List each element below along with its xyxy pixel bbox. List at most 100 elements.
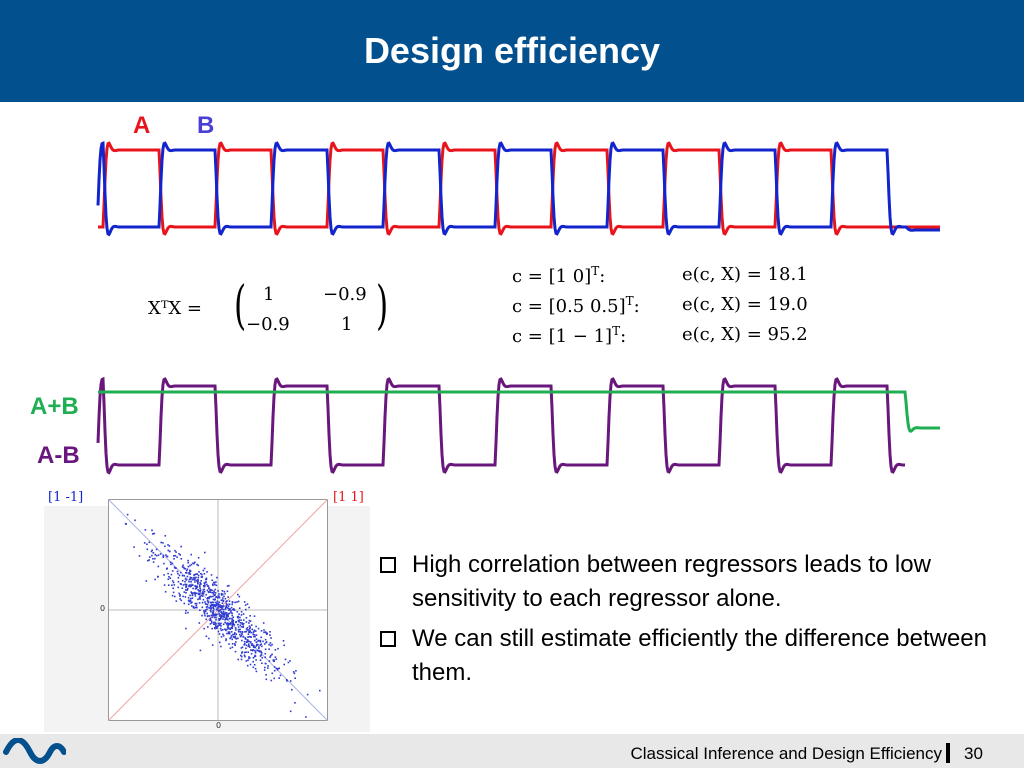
scatter-point [138, 555, 141, 557]
scatter-point [200, 580, 202, 582]
scatter-point [277, 667, 279, 670]
scatter-point [195, 576, 197, 579]
scatter-point [211, 579, 214, 582]
scatter-point [206, 603, 209, 606]
scatter-point [255, 641, 258, 644]
scatter-point [195, 602, 198, 605]
scatter-point [283, 663, 285, 666]
scatter-point [171, 580, 174, 582]
scatter-point [247, 641, 249, 643]
scatter-point [259, 650, 261, 652]
scatter-point [226, 623, 228, 626]
scatter-point [263, 629, 265, 631]
scatter-point [167, 549, 170, 552]
scatter-point [179, 595, 181, 597]
scatter-point [191, 578, 194, 581]
scatter-point [211, 589, 213, 592]
scatter-point [154, 578, 156, 581]
scatter-point [220, 616, 222, 618]
scatter-point [271, 653, 273, 656]
scatter-point [214, 621, 217, 624]
scatter-point [242, 636, 244, 638]
scatter-point [173, 555, 175, 557]
scatter-point [207, 597, 209, 599]
matrix-r1c2: −0.9 [323, 284, 367, 305]
efficiency-2: e(c, X) = 19.0 [682, 294, 808, 315]
scatter-point [238, 607, 241, 609]
scatter-point [255, 638, 258, 640]
scatter-point [213, 621, 215, 624]
scatter-point [192, 562, 194, 564]
scatter-point [180, 545, 182, 548]
scatter-point [242, 623, 244, 625]
scatter-point [273, 660, 275, 663]
scatter-point [204, 601, 206, 603]
scatter-point [210, 574, 213, 576]
scatter-point [213, 590, 215, 592]
scatter-point [242, 613, 245, 615]
scatter-point [270, 654, 272, 657]
scatter-point [273, 666, 276, 668]
efficiency-3: e(c, X) = 95.2 [682, 324, 808, 345]
scatter-point [201, 606, 204, 609]
scatter-point [229, 617, 231, 620]
scatter-point [198, 590, 200, 592]
scatter-point [260, 650, 262, 653]
scatter-point [152, 533, 154, 535]
scatter-point [222, 612, 224, 614]
scatter-point [214, 613, 216, 616]
scatter-point [210, 589, 212, 591]
scatter-point [243, 644, 245, 646]
scatter-point [178, 553, 180, 555]
bullet-item: We can still estimate efficiently the di… [376, 622, 1006, 690]
scatter-point [209, 591, 212, 593]
scatter-point [256, 649, 258, 652]
scatter-point [241, 652, 243, 654]
scatter-point [253, 655, 256, 658]
scatter-point [191, 592, 194, 595]
scatter-point [244, 638, 247, 640]
scatter-point [191, 605, 193, 607]
scatter-point [240, 634, 243, 637]
scatter-point [277, 647, 279, 650]
scatter-point [264, 648, 267, 651]
scatter-point [198, 597, 201, 600]
scatter-point [237, 623, 239, 626]
scatter-point [267, 667, 269, 669]
scatter-point [306, 693, 309, 696]
scatter-point [213, 591, 215, 594]
scatter-point [203, 611, 206, 614]
scatter-point [231, 617, 233, 620]
scatter-point [241, 631, 244, 633]
scatter-point [273, 669, 276, 672]
scatter-point [202, 569, 205, 572]
scatter-point [194, 561, 196, 564]
scatter-point [245, 660, 248, 662]
scatter-point [189, 576, 192, 579]
scatter-point [192, 605, 195, 608]
scatter-point [203, 590, 206, 593]
scatter-point [264, 638, 267, 641]
scatter-point [212, 604, 215, 606]
scatter-point [225, 628, 228, 631]
scatter-point [190, 584, 193, 586]
scatter-point [202, 591, 204, 593]
scatter-point [227, 596, 229, 598]
scatter-point [146, 543, 148, 546]
scatter-point [196, 579, 198, 582]
scatter-point [216, 604, 218, 607]
scatter-point [294, 702, 296, 704]
scatter-point [225, 639, 227, 642]
scatter-point [275, 667, 278, 670]
scatter-point [229, 632, 231, 635]
scatter-point [230, 636, 232, 639]
scatter-point [252, 657, 255, 659]
scatter-point [252, 660, 254, 663]
scatter-point [237, 615, 240, 618]
scatter-point [155, 548, 158, 551]
scatter-point [195, 604, 198, 607]
scatter-point [227, 613, 230, 615]
scatter-point [197, 564, 199, 567]
scatter-point [179, 594, 181, 596]
scatter-point [194, 602, 197, 605]
